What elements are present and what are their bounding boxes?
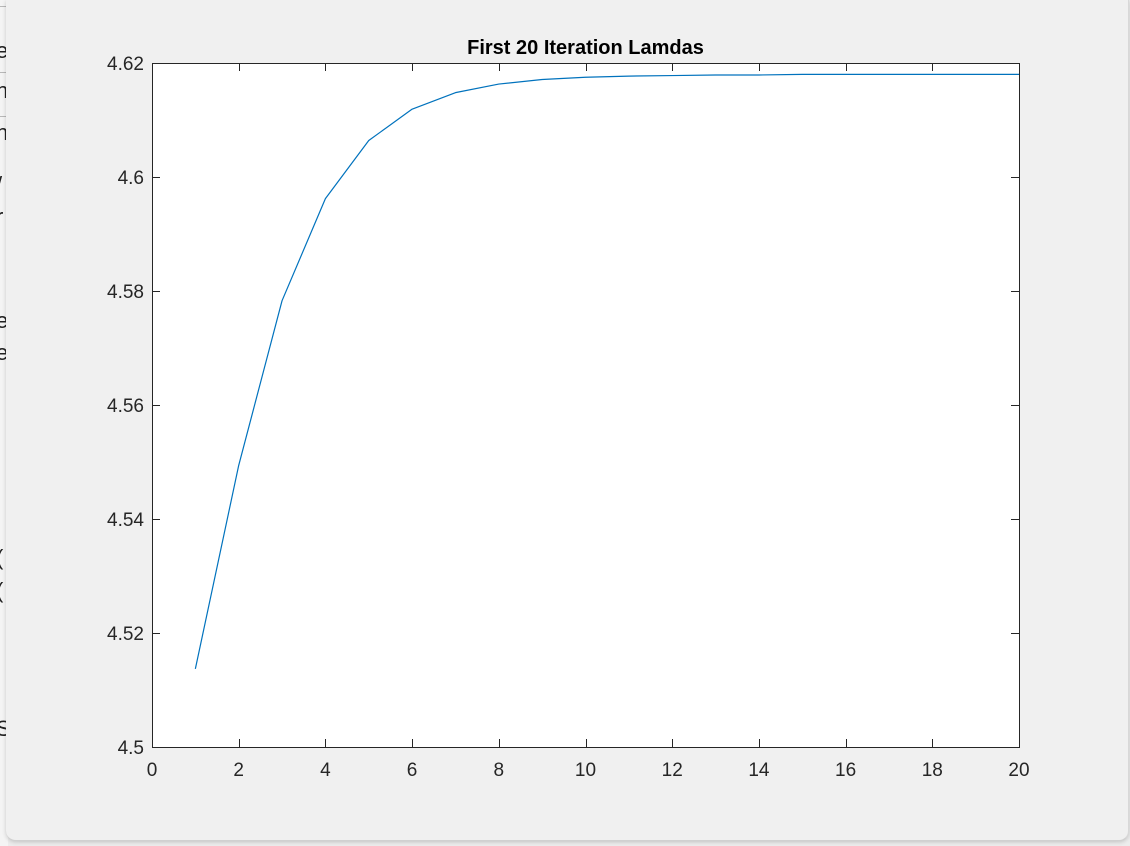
background-window-glyph: e xyxy=(0,340,8,365)
y-axis: 4.5 4.52 4.54 4.56 4.58 4.6 4.62 xyxy=(107,54,1019,759)
y-tick-label: 4.56 xyxy=(107,396,144,417)
series-line[interactable] xyxy=(194,73,1019,670)
background-window-glyph: ( xyxy=(0,545,3,571)
background-window-divider xyxy=(0,116,8,117)
x-tick-label: 12 xyxy=(662,760,683,781)
y-tick-label: 4.62 xyxy=(107,54,144,75)
x-axis: 0 2 4 6 8 10 12 14 16 18 20 xyxy=(147,63,1030,781)
y-tick-label: 4.58 xyxy=(107,282,144,303)
x-tick-label: 18 xyxy=(922,760,943,781)
axes-box xyxy=(152,63,1020,748)
background-window-glyph: e xyxy=(0,308,8,333)
x-tick-label: 2 xyxy=(233,760,244,781)
background-window-glyph: n xyxy=(0,78,8,103)
x-tick-label: 0 xyxy=(147,760,158,781)
background-window-divider xyxy=(0,6,8,7)
y-tick-label: 4.52 xyxy=(107,624,144,645)
x-tick-label: 8 xyxy=(494,760,505,781)
x-tick-label: 14 xyxy=(748,760,770,781)
background-window-glyph: r xyxy=(0,204,3,230)
x-tick-label: 6 xyxy=(407,760,418,781)
background-window-glyph: S xyxy=(0,716,8,741)
x-tick-label: 4 xyxy=(320,760,331,781)
y-tick-label: 4.6 xyxy=(118,168,144,189)
background-window-glyph: e xyxy=(0,38,8,63)
background-window-glyph: n xyxy=(0,120,8,145)
line-chart: 0 2 4 6 8 10 12 14 16 18 20 4.5 4.52 4.54 4.56 4.58 4.6… xyxy=(107,37,1030,781)
x-tick-label: 16 xyxy=(835,760,856,781)
plot-area[interactable] xyxy=(152,63,1019,747)
y-tick-label: 4.54 xyxy=(107,510,144,531)
series-layer xyxy=(194,73,1019,670)
chart-title: First 20 Iteration Lamdas xyxy=(467,37,704,59)
background-window-edge[interactable]: enn/ree((S xyxy=(0,0,8,846)
figure-window[interactable]: 0 2 4 6 8 10 12 14 16 18 20 4.5 4.52 4.54 4.56 4.58 4.6… xyxy=(6,0,1129,841)
background-window-glyph: ( xyxy=(0,578,3,604)
x-tick-label: 20 xyxy=(1008,760,1029,781)
y-tick-label: 4.5 xyxy=(118,738,144,759)
x-tick-label: 10 xyxy=(575,760,596,781)
background-window-glyph: / xyxy=(0,172,2,198)
background-window-divider xyxy=(0,72,8,73)
